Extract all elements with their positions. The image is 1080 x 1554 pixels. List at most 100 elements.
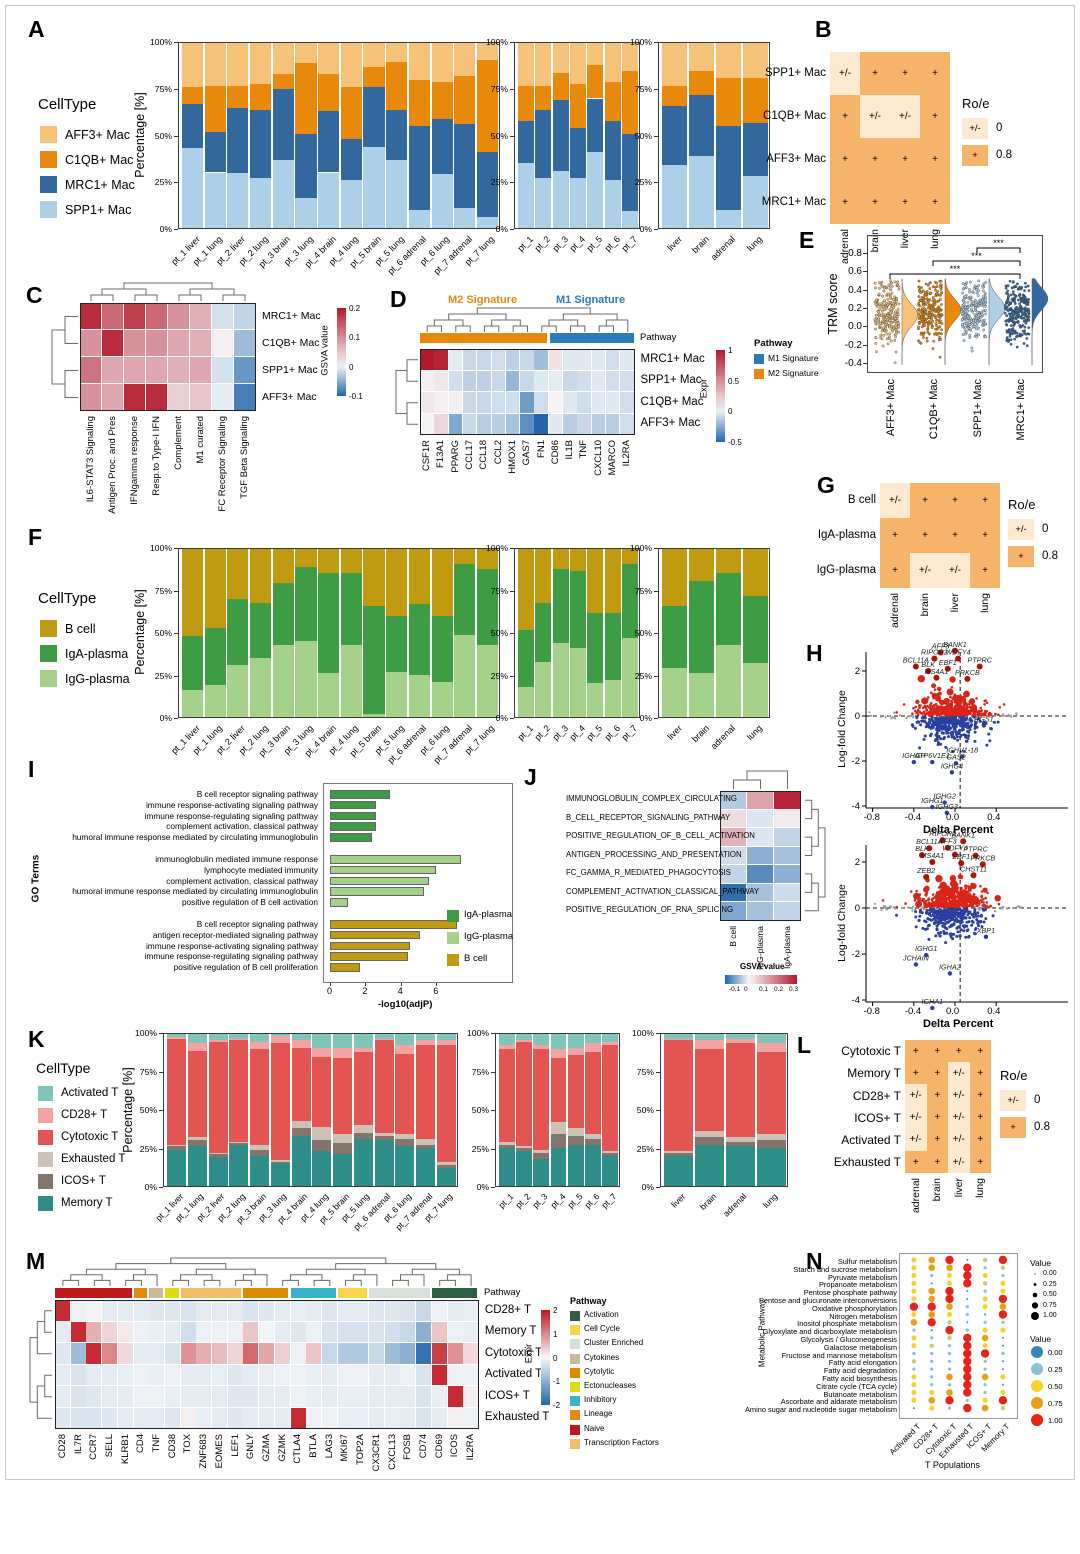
heat-cell-M xyxy=(243,1321,259,1343)
heat-cell-C xyxy=(102,357,124,384)
heat-cell-J xyxy=(720,902,747,920)
colorbar-tick-D: 0.5 xyxy=(728,376,740,386)
bar-seg-F xyxy=(715,549,742,573)
y-tick-A: 0% xyxy=(159,224,172,234)
x-tick-H: 0.0 xyxy=(946,1006,960,1017)
plot-area-A xyxy=(178,42,500,229)
heat-cell-M xyxy=(384,1386,400,1407)
heat-cell-M xyxy=(337,1386,353,1407)
y-tick-F: 25% xyxy=(634,670,652,681)
heat-cell-M xyxy=(86,1300,102,1321)
go-term-label: positive regulation of B cell activation xyxy=(181,897,318,908)
bar-seg-K xyxy=(312,1151,332,1186)
roe-row-label-G: B cell xyxy=(847,493,876,506)
roe-cell-L: +/- xyxy=(905,1106,927,1129)
dot-row-label-N: Inositol phosphate metabolism xyxy=(797,1319,897,1329)
bar-seg-F xyxy=(250,549,272,603)
bar-seg-F xyxy=(295,549,317,568)
bar-seg-K xyxy=(567,1034,584,1048)
bar-seg-K xyxy=(694,1131,725,1138)
legend-label-A: AFF3+ Mac xyxy=(65,127,130,142)
go-bar xyxy=(330,855,461,864)
roe-cell-G: + xyxy=(880,553,910,588)
y-tick-H: 2 xyxy=(854,666,860,677)
roe-cell-L: +/- xyxy=(948,1151,970,1174)
bar-seg-K xyxy=(208,1154,228,1158)
roe-cell-L: + xyxy=(926,1106,948,1129)
bar-seg-K xyxy=(270,1034,290,1036)
colorbar-tick-M: -2 xyxy=(553,1401,561,1410)
bar-seg-A xyxy=(272,43,294,75)
y-tick-K: 0% xyxy=(476,1182,489,1192)
roe-legend-title-G: Ro/e xyxy=(1008,497,1036,512)
dendrogram-J-right xyxy=(805,799,826,912)
pathway-legend-label-M: Cell Cycle xyxy=(584,1324,621,1334)
heat-cell-M xyxy=(384,1364,400,1386)
bar-seg-K xyxy=(436,1044,456,1162)
bar-seg-A xyxy=(688,155,715,228)
dot-row-label-N: Glycolysis / Gluconeogenesis xyxy=(800,1335,897,1344)
go-term-label: immunoglobulin mediated immune response xyxy=(155,854,318,864)
roe-cell-B: +/- xyxy=(890,95,920,138)
y-tick-E: 0.6 xyxy=(848,266,862,278)
roe-legend-value-G: 0.8 xyxy=(1042,550,1058,562)
bar-seg-K xyxy=(602,1041,618,1045)
bar-seg-K xyxy=(167,1034,187,1038)
heat-cell-M xyxy=(400,1343,416,1364)
heat-cell-C xyxy=(212,357,234,384)
roe-cell-L: + xyxy=(969,1040,991,1063)
y-tickmark-F xyxy=(654,718,658,719)
y-tickmark-A xyxy=(510,42,514,43)
heat-cell-M xyxy=(259,1386,275,1407)
bar-seg-A xyxy=(454,43,476,77)
heat-cell-M xyxy=(337,1343,353,1364)
bar-seg-F xyxy=(386,616,408,672)
y-tickmark-F xyxy=(174,633,178,634)
heat-cell-C xyxy=(146,384,168,411)
bar-seg-F xyxy=(363,713,385,717)
roe-row-label-B: SPP1+ Mac xyxy=(764,66,826,79)
x-tick-H: 0.0 xyxy=(946,812,960,823)
roe-legend-value-B: 0.8 xyxy=(996,149,1012,161)
colorbar-tick-M: 0 xyxy=(553,1353,558,1363)
bar-seg-A xyxy=(363,87,385,147)
dot-row-label-N: Nitrogen metabolism xyxy=(829,1311,897,1321)
heat-row-label-J: POSITIVE_REGULATION_OF_RNA_SPLICING xyxy=(566,905,734,915)
bar-seg-F xyxy=(535,602,552,662)
roe-cell-L: + xyxy=(969,1062,991,1085)
dendrogram-C-top xyxy=(90,282,246,301)
bar-seg-K xyxy=(167,1144,187,1147)
panel-label-D: D xyxy=(390,286,407,312)
x-axis-title-H: Delta Percent xyxy=(923,1018,994,1030)
heat-cell-D xyxy=(620,370,634,392)
bar-seg-K xyxy=(533,1158,550,1186)
y-tick-F: 75% xyxy=(634,585,652,596)
heat-row-label-D: C1QB+ Mac xyxy=(640,395,704,408)
bar-seg-K xyxy=(395,1138,415,1147)
pathway-legend-swatch-D xyxy=(754,369,764,379)
heat-cell-J xyxy=(720,883,747,902)
bar-seg-K xyxy=(499,1034,515,1045)
bar-seg-A xyxy=(662,165,688,228)
heat-cell-M xyxy=(384,1343,400,1364)
roe-cell-G: +/- xyxy=(880,483,910,518)
roe-cell-B: + xyxy=(860,181,890,224)
heat-cell-M xyxy=(102,1386,118,1407)
dot-row-label-N: Fatty acid degradation xyxy=(823,1366,897,1376)
heat-cell-J xyxy=(747,902,774,920)
heat-cell-M xyxy=(274,1407,290,1429)
colorbar-tick-M: 1 xyxy=(553,1329,558,1339)
heat-cell-D xyxy=(505,370,520,392)
bar-seg-K xyxy=(333,1058,353,1135)
heat-row-label-J: COMPLEMENT_ACTIVATION_CLASSICAL_PATHWAY xyxy=(566,886,760,896)
heat-cell-C xyxy=(212,330,234,357)
bar-seg-A xyxy=(476,152,498,217)
legend-label-I: IgA-plasma xyxy=(464,909,513,920)
bar-seg-F xyxy=(295,567,317,642)
bar-seg-A xyxy=(340,139,362,180)
roe-row-label-B: MRC1+ Mac xyxy=(761,195,826,208)
roe-cell-G: +/- xyxy=(940,553,970,588)
dot-row-label-N: Starch and sucrose metabolism xyxy=(793,1264,897,1274)
heat-cell-M xyxy=(55,1343,70,1364)
panel-label-F: F xyxy=(28,524,43,550)
